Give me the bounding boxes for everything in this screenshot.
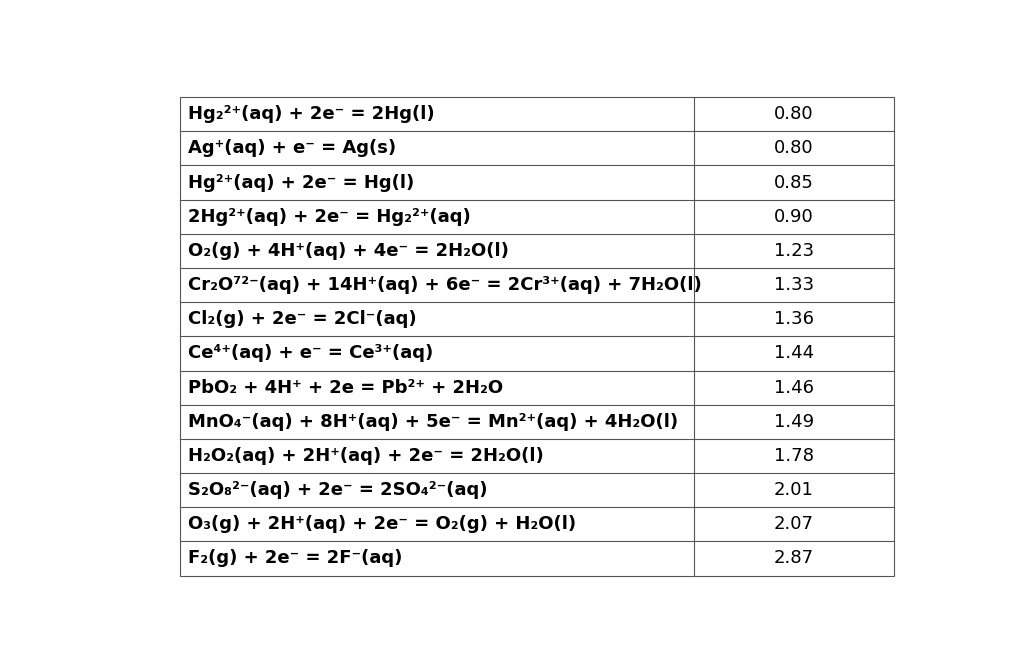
Text: 0.80: 0.80: [774, 105, 814, 123]
Text: 2.01: 2.01: [774, 481, 814, 499]
Text: 2Hg²⁺(aq) + 2e⁻ = Hg₂²⁺(aq): 2Hg²⁺(aq) + 2e⁻ = Hg₂²⁺(aq): [187, 208, 470, 226]
Text: 1.36: 1.36: [774, 310, 814, 329]
Text: 0.85: 0.85: [774, 174, 814, 192]
Text: S₂O₈²⁻(aq) + 2e⁻ = 2SO₄²⁻(aq): S₂O₈²⁻(aq) + 2e⁻ = 2SO₄²⁻(aq): [187, 481, 487, 499]
Text: 1.44: 1.44: [774, 344, 814, 362]
Text: F₂(g) + 2e⁻ = 2F⁻(aq): F₂(g) + 2e⁻ = 2F⁻(aq): [187, 549, 401, 568]
Text: Cl₂(g) + 2e⁻ = 2Cl⁻(aq): Cl₂(g) + 2e⁻ = 2Cl⁻(aq): [187, 310, 416, 329]
Text: 1.49: 1.49: [774, 412, 814, 431]
Text: 0.80: 0.80: [774, 139, 814, 157]
Text: 2.87: 2.87: [774, 549, 814, 568]
Text: Cr₂O⁷²⁻(aq) + 14H⁺(aq) + 6e⁻ = 2Cr³⁺(aq) + 7H₂O(l): Cr₂O⁷²⁻(aq) + 14H⁺(aq) + 6e⁻ = 2Cr³⁺(aq)…: [187, 276, 701, 294]
Text: 1.23: 1.23: [774, 242, 814, 260]
Text: Ag⁺(aq) + e⁻ = Ag(s): Ag⁺(aq) + e⁻ = Ag(s): [187, 139, 395, 157]
Text: O₃(g) + 2H⁺(aq) + 2e⁻ = O₂(g) + H₂O(l): O₃(g) + 2H⁺(aq) + 2e⁻ = O₂(g) + H₂O(l): [187, 516, 575, 533]
Text: 1.46: 1.46: [774, 379, 814, 397]
Text: Hg₂²⁺(aq) + 2e⁻ = 2Hg(l): Hg₂²⁺(aq) + 2e⁻ = 2Hg(l): [187, 105, 434, 123]
Text: Hg²⁺(aq) + 2e⁻ = Hg(l): Hg²⁺(aq) + 2e⁻ = Hg(l): [187, 174, 414, 192]
Text: 1.78: 1.78: [774, 447, 814, 465]
Text: MnO₄⁻(aq) + 8H⁺(aq) + 5e⁻ = Mn²⁺(aq) + 4H₂O(l): MnO₄⁻(aq) + 8H⁺(aq) + 5e⁻ = Mn²⁺(aq) + 4…: [187, 412, 678, 431]
Text: Ce⁴⁺(aq) + e⁻ = Ce³⁺(aq): Ce⁴⁺(aq) + e⁻ = Ce³⁺(aq): [187, 344, 433, 362]
Text: 2.07: 2.07: [774, 516, 814, 533]
Text: H₂O₂(aq) + 2H⁺(aq) + 2e⁻ = 2H₂O(l): H₂O₂(aq) + 2H⁺(aq) + 2e⁻ = 2H₂O(l): [187, 447, 544, 465]
Text: 1.33: 1.33: [774, 276, 814, 294]
Text: PbO₂ + 4H⁺ + 2e = Pb²⁺ + 2H₂O: PbO₂ + 4H⁺ + 2e = Pb²⁺ + 2H₂O: [187, 379, 503, 397]
Text: O₂(g) + 4H⁺(aq) + 4e⁻ = 2H₂O(l): O₂(g) + 4H⁺(aq) + 4e⁻ = 2H₂O(l): [187, 242, 508, 260]
Bar: [179, 97, 894, 576]
Text: 0.90: 0.90: [774, 208, 814, 226]
